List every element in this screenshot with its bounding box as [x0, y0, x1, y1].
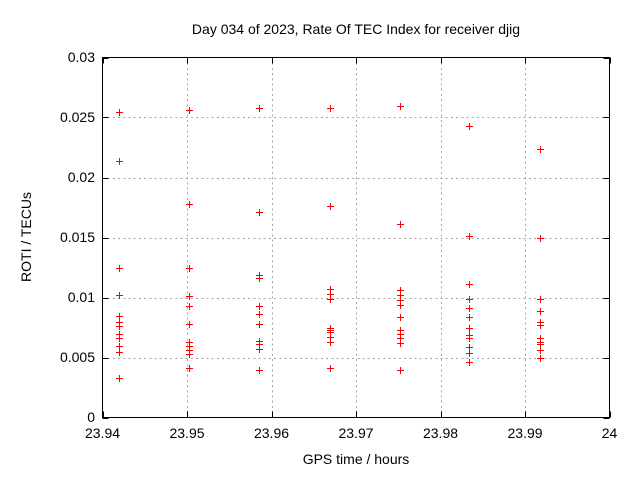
x-tick-label: 23.97 [338, 425, 374, 441]
data-point-marker [466, 359, 473, 366]
data-point-marker [186, 201, 193, 208]
data-point-marker [186, 365, 193, 372]
data-point-marker [537, 235, 544, 242]
data-point-marker [466, 350, 473, 357]
y-tick-label: 0.025 [59, 109, 95, 125]
data-point-marker [186, 321, 193, 328]
data-point-marker [466, 305, 473, 312]
data-point-marker [186, 293, 193, 300]
data-point-marker [116, 292, 123, 299]
data-point-marker [466, 296, 473, 303]
data-point-marker [186, 351, 193, 358]
data-point-marker [256, 367, 263, 374]
data-point-marker [327, 105, 334, 112]
x-tick-label: 23.96 [253, 425, 290, 441]
y-tick-label: 0.015 [59, 229, 95, 245]
chart-title: Day 034 of 2023, Rate Of TEC Index for r… [191, 21, 521, 37]
y-tick-label: 0.03 [67, 49, 95, 65]
data-point-marker [397, 340, 404, 347]
x-tick-label: 23.94 [84, 425, 121, 441]
data-point-marker [466, 233, 473, 240]
data-point-marker [537, 355, 544, 362]
data-point-marker [256, 346, 263, 353]
data-point-marker [466, 281, 473, 288]
data-point-marker [186, 107, 193, 114]
data-point-marker [466, 123, 473, 130]
data-point-marker [256, 311, 263, 318]
data-point-marker [537, 146, 544, 153]
data-point-marker [116, 375, 123, 382]
data-point-marker [256, 105, 263, 112]
data-point-marker [537, 296, 544, 303]
x-tick-label: 23.99 [507, 425, 543, 441]
data-point-marker [116, 343, 123, 350]
data-point-marker [256, 303, 263, 310]
x-tick-label: 23.95 [169, 425, 205, 441]
data-point-marker [186, 303, 193, 310]
data-point-marker [116, 158, 123, 165]
data-point-marker [466, 325, 473, 332]
data-point-marker [327, 365, 334, 372]
data-point-marker [327, 203, 334, 210]
x-tick-label: 23.98 [422, 425, 459, 441]
data-point-marker [116, 109, 123, 116]
data-point-marker [116, 323, 123, 330]
data-point-marker [116, 335, 123, 342]
data-point-marker [537, 341, 544, 348]
data-point-marker [327, 296, 334, 303]
data-point-marker [397, 302, 404, 309]
y-tick-label: 0.01 [67, 289, 95, 305]
data-point-marker [116, 265, 123, 272]
data-point-marker [397, 221, 404, 228]
data-point-marker [116, 349, 123, 356]
y-tick-label: 0 [87, 409, 95, 425]
data-point-marker [537, 322, 544, 329]
y-axis-title: ROTI / TECUs [18, 192, 34, 282]
y-tick-label: 0.005 [59, 349, 95, 365]
x-axis-title: GPS time / hours [302, 451, 410, 467]
data-point-marker [537, 347, 544, 354]
plot-border [102, 57, 610, 418]
data-point-marker [256, 275, 263, 282]
data-point-marker [537, 308, 544, 315]
data-point-marker [256, 209, 263, 216]
data-point-marker [466, 335, 473, 342]
data-point-marker [116, 313, 123, 320]
data-point-marker [466, 344, 473, 351]
data-point-marker [397, 367, 404, 374]
data-point-marker [397, 314, 404, 321]
data-point-marker [327, 339, 334, 346]
data-point-marker [397, 103, 404, 110]
data-point-marker [256, 321, 263, 328]
data-point-marker [466, 314, 473, 321]
x-tick-label: 24 [601, 425, 618, 441]
y-tick-label: 0.02 [67, 169, 95, 185]
data-point-marker [186, 265, 193, 272]
